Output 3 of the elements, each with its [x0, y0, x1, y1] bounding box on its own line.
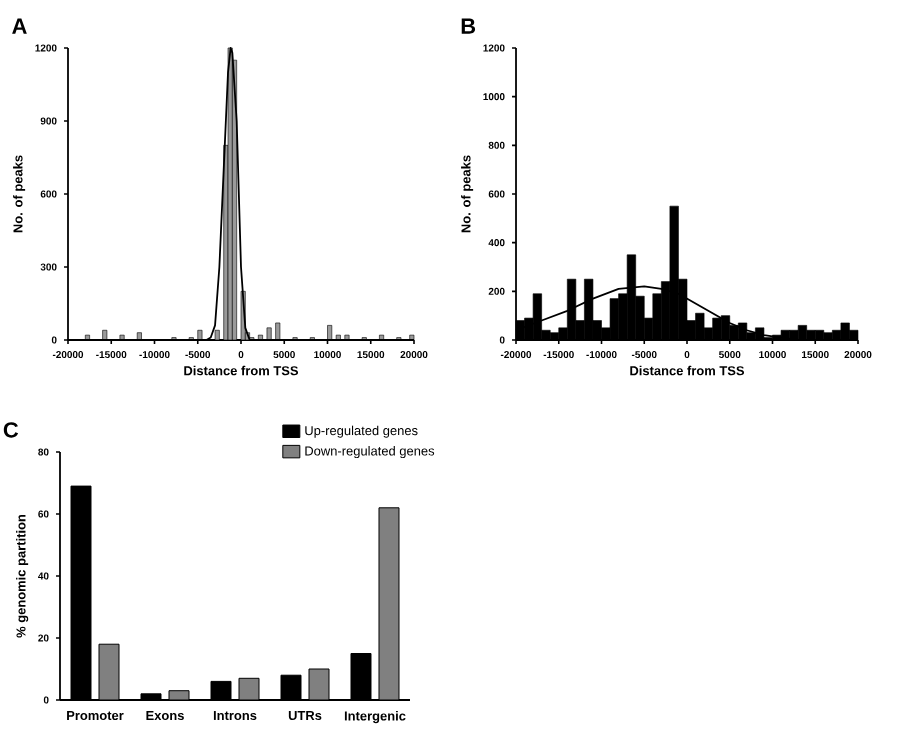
chart-title: C — [3, 422, 19, 438]
chart-title: B — [461, 18, 476, 34]
chart-title: A — [12, 18, 27, 34]
